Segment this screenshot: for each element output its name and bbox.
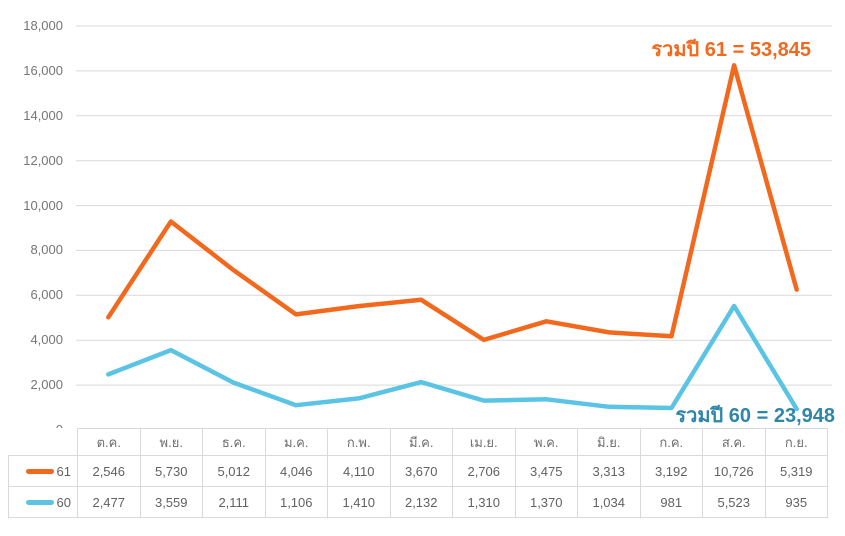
y-axis-label: 14,000 — [23, 108, 63, 123]
line-chart — [76, 25, 832, 412]
value-cell: 1,310 — [452, 486, 516, 518]
month-header: ส.ค. — [702, 428, 766, 456]
legend-cell-60: 60 — [8, 486, 78, 518]
value-cell: 2,546 — [77, 455, 141, 487]
value-cell: 2,477 — [77, 486, 141, 518]
value-cell: 981 — [639, 486, 703, 518]
month-header: ต.ค. — [77, 428, 141, 456]
series-label: 61 — [56, 463, 71, 479]
table-row-60: 60 2,477 3,559 2,111 1,106 1,410 2,132 1,310 1,3… — [8, 486, 828, 518]
legend-line-icon — [25, 468, 54, 474]
series-61-line[interactable] — [106, 63, 799, 343]
total-annotation-60[interactable]: รวมปี 60 = 23,948 — [675, 405, 835, 427]
value-cell: 1,034 — [577, 486, 641, 518]
y-axis-label: 6,000 — [30, 287, 63, 302]
y-axis-label: 18,000 — [23, 18, 63, 33]
value-cell: 3,670 — [389, 455, 453, 487]
value-cell: 1,106 — [264, 486, 328, 518]
value-cell: 5,012 — [202, 455, 266, 487]
month-header: มี.ค. — [389, 428, 453, 456]
value-cell: 2,111 — [202, 486, 266, 518]
value-cell: 5,319 — [764, 455, 828, 487]
value-cell: 3,559 — [139, 486, 203, 518]
value-cell: 3,192 — [639, 455, 703, 487]
month-header: มิ.ย. — [577, 428, 641, 456]
y-axis-label: 4,000 — [30, 332, 63, 347]
value-cell: 3,313 — [577, 455, 641, 487]
series-60-line[interactable] — [106, 303, 799, 412]
month-header: เม.ย. — [452, 428, 516, 456]
month-header: พ.ย. — [139, 428, 203, 456]
value-cell: 935 — [764, 486, 828, 518]
value-cell: 2,706 — [452, 455, 516, 487]
value-cell: 2,132 — [389, 486, 453, 518]
month-header: ก.ค. — [639, 428, 703, 456]
total-annotation-61[interactable]: รวมปี 61 = 53,845 — [651, 39, 811, 61]
series-label: 60 — [56, 494, 71, 510]
value-cell: 10,726 — [702, 455, 766, 487]
month-header: ก.ย. — [764, 428, 828, 456]
value-cell: 3,475 — [514, 455, 578, 487]
table-row-61: 61 2,546 5,730 5,012 4,046 4,110 3,670 2,706 3,4… — [8, 455, 828, 487]
table-corner-cell — [9, 429, 78, 456]
month-header: ธ.ค. — [202, 428, 266, 456]
data-table: ต.ค. พ.ย. ธ.ค. ม.ค. ก.พ. มี.ค. เม.ย. พ.ค. มิ.ย. ก… — [8, 428, 828, 518]
y-axis-label: 16,000 — [23, 63, 63, 78]
value-cell: 5,730 — [139, 455, 203, 487]
value-cell: 1,410 — [327, 486, 391, 518]
y-axis-label: 10,000 — [23, 198, 63, 213]
value-cell: 4,110 — [327, 455, 391, 487]
month-header: พ.ค. — [514, 428, 578, 456]
month-header: ก.พ. — [327, 428, 391, 456]
month-header: ม.ค. — [264, 428, 328, 456]
legend-cell-61: 61 — [8, 455, 78, 487]
value-cell: 5,523 — [702, 486, 766, 518]
value-cell: 1,370 — [514, 486, 578, 518]
y-axis-label: 8,000 — [30, 242, 63, 257]
y-axis-label: 2,000 — [30, 377, 63, 392]
y-axis-label: 12,000 — [23, 153, 63, 168]
value-cell: 4,046 — [264, 455, 328, 487]
legend-line-icon — [25, 499, 54, 505]
